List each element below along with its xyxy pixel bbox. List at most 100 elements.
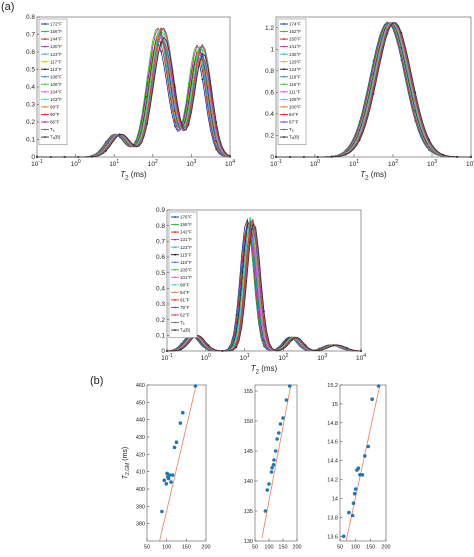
y-tick-label: 0 (270, 154, 274, 161)
legend-marker (44, 121, 46, 123)
data-point (275, 437, 279, 441)
legend-marker (174, 299, 176, 301)
y-tick-label: 0.7 (156, 239, 165, 246)
y-tick-label: 0.2 (265, 133, 274, 140)
x-axis-label: T2 (ms) (120, 170, 147, 182)
x-tick-label: 10-1 (161, 353, 173, 362)
series-marker (160, 41, 163, 43)
x-tick-label: 100 (264, 545, 273, 551)
legend-label: 129°F (289, 59, 301, 64)
series-marker (344, 153, 347, 156)
y-tick-label: 145 (244, 449, 253, 455)
legend-marker (44, 60, 46, 63)
series-marker (303, 156, 305, 158)
legend-marker (283, 136, 285, 138)
x-tick-label: 50 (337, 545, 343, 551)
data-point (351, 501, 356, 506)
distribution-chart-3: 10-1 100 101 102 103 104 0 0.1 0.2 0.3 0.4 0.5 0.6 0.… (156, 207, 366, 375)
data-point (278, 422, 283, 426)
series-marker (330, 155, 333, 158)
series-marker (77, 156, 80, 158)
series-marker (360, 350, 362, 352)
series-marker (316, 156, 319, 158)
x-tick-label: 200 (381, 545, 390, 551)
series-marker (332, 344, 335, 347)
series-marker (229, 155, 231, 157)
series-marker (346, 347, 348, 349)
legend-marker (44, 68, 46, 71)
legend-label: 123°F (180, 245, 192, 250)
x-tick-label: 100 (71, 159, 81, 168)
series-marker (63, 156, 66, 158)
legend-box (277, 18, 307, 145)
legend-label: 144°F (50, 37, 62, 42)
legend-marker (283, 113, 285, 116)
x-tick-label: 10-1 (31, 159, 43, 168)
plot-frame (146, 384, 207, 542)
legend-marker (44, 106, 46, 108)
legend-label: 162°F (289, 29, 301, 34)
x-tick-label: 150 (278, 545, 287, 551)
x-tick-label: 103 (427, 159, 437, 168)
x-tick-label: 100 (351, 545, 360, 551)
x-tick-label: 200 (201, 545, 210, 551)
data-point (370, 397, 375, 402)
scatter-chart-1: 50 100 150 200 380 390 400 410 420 430 440 450 460 T2… (122, 383, 211, 551)
series-marker (36, 156, 38, 158)
series-marker (207, 344, 210, 347)
legend-marker (174, 276, 176, 279)
data-point (181, 410, 185, 415)
legend-label: 101°F (180, 275, 192, 280)
y-tick-label: 410 (136, 470, 145, 476)
y-tick-label: 14.2 (327, 478, 338, 484)
x-tick-label: 101 (109, 159, 119, 168)
y-tick-label: 0.5 (26, 67, 35, 74)
y-tick-label: 14.8 (327, 421, 338, 427)
data-point (167, 473, 172, 477)
x-tick-label: 103 (317, 353, 327, 362)
series-marker (215, 127, 218, 130)
legend-marker (174, 261, 176, 264)
y-tick-label: 450 (136, 400, 145, 406)
series-marker (442, 153, 444, 156)
y-tick-label: 430 (136, 435, 145, 441)
legend-label: 150°F (289, 37, 301, 42)
data-point (353, 487, 358, 491)
legend-box (38, 18, 68, 145)
legend-label: 172°F (50, 22, 62, 27)
series-marker (249, 241, 252, 243)
plot-frame (36, 16, 231, 158)
y-tick-label: 0.4 (265, 111, 274, 118)
legend-label: 123°F (50, 52, 62, 57)
x-tick-label: 50 (144, 545, 150, 551)
x-tick-label: 200 (292, 545, 301, 551)
legend-label: 87°F (289, 120, 299, 125)
legend-label: 86°F (50, 120, 60, 125)
x-tick-label: 101 (349, 159, 359, 168)
series-marker (386, 32, 389, 35)
legend-label: 176°F (180, 215, 192, 220)
series-marker (166, 350, 168, 352)
series-marker (105, 150, 107, 152)
legend-marker (44, 30, 46, 33)
x-tick-label: 103 (186, 159, 196, 168)
data-point (277, 431, 281, 435)
legend-marker (283, 45, 285, 48)
x-axis-label: T2 (ms) (360, 170, 387, 182)
y-tick-label: 420 (136, 452, 145, 458)
y-tick-label: 440 (136, 418, 145, 424)
legend-marker (174, 216, 176, 218)
data-point (267, 482, 271, 486)
y-tick-label: 0 (161, 348, 165, 355)
legend-label: 109°F (289, 97, 301, 102)
legend-label: 131°F (180, 237, 192, 242)
x-tick-label: 100 (162, 545, 171, 551)
legend: 174°F 162°F 150°F 141°F 135°F 129°F 124°F 118°F… (277, 18, 307, 145)
series-marker (221, 350, 224, 352)
legend-marker (44, 128, 46, 131)
series-marker (249, 218, 252, 221)
x-tick-label: 150 (366, 545, 375, 551)
series-marker (160, 28, 163, 30)
legend-label: 124°F (289, 67, 301, 72)
